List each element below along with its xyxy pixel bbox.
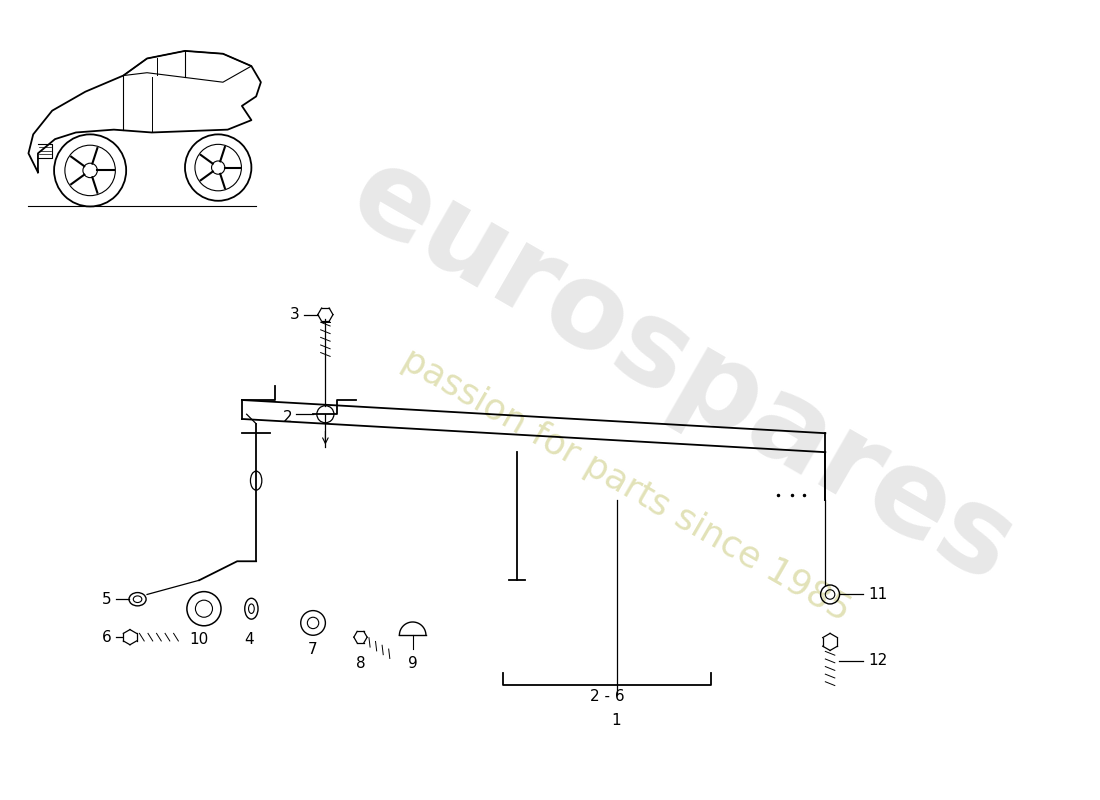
Text: 2 - 6: 2 - 6: [590, 690, 625, 704]
Text: passion for parts since 1985: passion for parts since 1985: [396, 342, 856, 628]
Text: 10: 10: [189, 633, 209, 647]
Text: 2: 2: [283, 410, 293, 425]
Text: eurospares: eurospares: [331, 135, 1035, 608]
Text: 8: 8: [355, 656, 365, 671]
Text: 4: 4: [244, 633, 254, 647]
Text: 11: 11: [868, 587, 888, 602]
Text: 3: 3: [290, 307, 300, 322]
Text: 5: 5: [102, 592, 112, 606]
Text: 12: 12: [868, 654, 888, 668]
Text: 9: 9: [408, 656, 418, 671]
Text: 7: 7: [308, 642, 318, 657]
Text: 1: 1: [612, 713, 621, 728]
Text: 6: 6: [102, 630, 112, 645]
